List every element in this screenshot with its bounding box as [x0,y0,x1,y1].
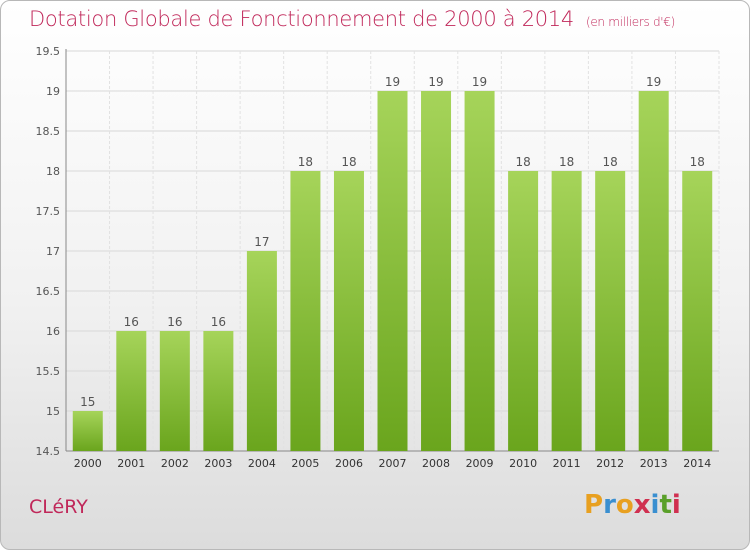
bar [116,331,147,451]
logo-letter: o [615,490,634,520]
value-label: 19 [472,75,487,89]
bar [377,91,408,451]
x-tick-label: 2007 [379,457,407,470]
x-tick-label: 2014 [683,457,711,470]
x-tick-label: 2008 [422,457,450,470]
logo-letter: r [603,490,616,520]
bar [72,411,103,451]
x-tick-label: 2013 [640,457,668,470]
x-tick-labels: 2000 2001 2002 2003 2004 2005 2006 2007 2008 2009… [74,457,711,470]
y-tick-label: 16.5 [36,285,61,298]
x-tick-label: 2002 [161,457,189,470]
value-label: 16 [167,315,182,329]
y-tick-label: 18.5 [36,125,61,138]
y-tick-label: 17 [46,245,60,258]
value-label: 18 [341,155,356,169]
logo-letter: x [633,490,651,520]
logo-letter: i [650,490,660,520]
y-tick-label: 19.5 [36,45,61,58]
value-label: 15 [80,395,95,409]
y-tick-label: 18 [46,165,60,178]
bar [290,171,321,451]
bar [638,91,669,451]
y-tick-label: 19 [46,85,60,98]
bars [72,91,713,451]
bar [333,171,364,451]
value-label: 19 [428,75,443,89]
value-label: 18 [559,155,574,169]
value-label: 19 [646,75,661,89]
x-tick-label: 2003 [204,457,232,470]
logo-letter: i [671,490,681,520]
value-label: 19 [385,75,400,89]
x-tick-label: 2011 [553,457,581,470]
y-tick-label: 15 [46,405,60,418]
y-tick-label: 17.5 [36,205,61,218]
x-tick-label: 2009 [466,457,494,470]
chart-title: Dotation Globale de Fonctionnement de 20… [29,7,675,31]
title-text: Dotation Globale de Fonctionnement de 20… [29,7,574,31]
x-tick-label: 2001 [117,457,145,470]
x-tick-label: 2010 [509,457,537,470]
bar [682,171,713,451]
y-tick-label: 14.5 [36,445,61,458]
bar [203,331,234,451]
bar [421,91,452,451]
value-label: 18 [603,155,618,169]
value-label: 17 [254,235,269,249]
value-label: 18 [298,155,313,169]
x-tick-label: 2004 [248,457,276,470]
bar [464,91,495,451]
x-tick-label: 2012 [596,457,624,470]
value-label: 16 [124,315,139,329]
bar [551,171,582,451]
x-tick-label: 2005 [291,457,319,470]
bar [595,171,626,451]
logo-letter: t [659,490,672,520]
x-tick-label: 2000 [74,457,102,470]
value-label: 18 [515,155,530,169]
bar [159,331,190,451]
bar [508,171,539,451]
y-tick-labels: 14.5 15 15.5 16 16.5 17 17.5 18 18.5 19 19.5 [36,45,61,458]
proxiti-logo: Proxiti [584,490,681,520]
commune-name: CLéRY [29,496,88,518]
y-tick-label: 15.5 [36,365,61,378]
x-tick-label: 2006 [335,457,363,470]
logo-letter: P [584,490,604,520]
title-unit: (en milliers d'€) [585,15,675,29]
value-labels: 15 16 16 16 17 18 18 19 19 19 18 18 18 19 18 [80,75,705,409]
y-tick-label: 16 [46,325,60,338]
value-label: 18 [690,155,705,169]
value-label: 16 [211,315,226,329]
bar [246,251,277,451]
